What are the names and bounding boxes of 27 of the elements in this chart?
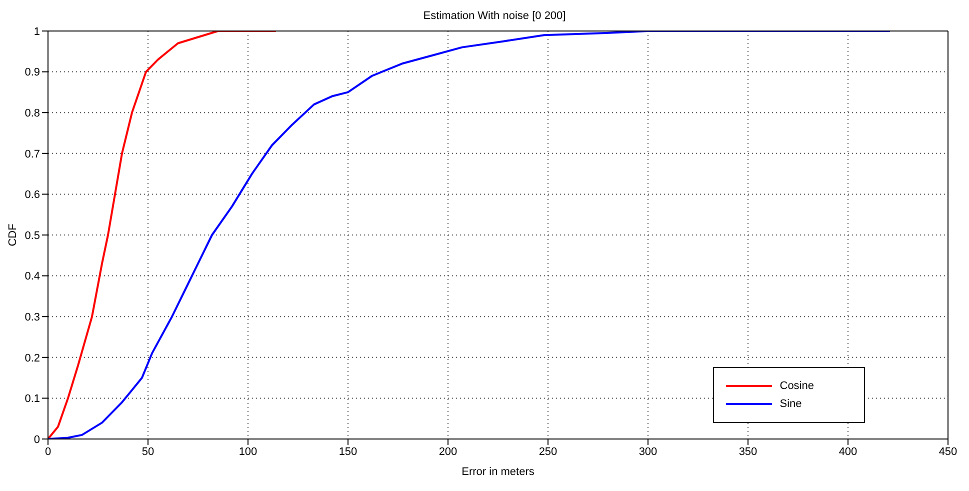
y-tick-label: 0.3 (24, 312, 40, 324)
y-tick-label: 0.7 (24, 148, 40, 160)
x-tick-label: 100 (238, 446, 258, 458)
y-tick-label: 1 (34, 26, 40, 38)
y-tick-label: 0.1 (24, 393, 40, 406)
x-tick-label: 300 (638, 446, 658, 458)
y-tick-label: 0.2 (24, 352, 40, 364)
y-tick-label: 0.8 (24, 108, 40, 120)
x-tick-label: 0 (44, 446, 52, 458)
chart-title: Estimation With noise [0 200] (422, 10, 567, 22)
x-tick-label: 400 (838, 446, 858, 458)
legend-label: Cosine (780, 380, 814, 392)
y-tick-label: 0 (34, 434, 40, 446)
y-tick-label: 0.4 (24, 270, 40, 283)
x-tick-label: 50 (142, 446, 154, 458)
legend-label: Sine (780, 398, 802, 410)
x-tick-label: 200 (438, 446, 458, 458)
line-series (48, 31, 891, 439)
y-axis-title: CDF (6, 223, 19, 246)
y-tick-label: 0.5 (24, 230, 40, 242)
x-tick-label: 150 (338, 446, 358, 458)
y-tick-label: 0.6 (24, 189, 40, 202)
x-axis-title: Error in meters (462, 466, 535, 478)
x-tick-label: 250 (538, 446, 558, 458)
x-tick-label: 450 (938, 446, 958, 458)
y-tick-label: 0.9 (24, 66, 40, 79)
x-tick-label: 350 (738, 446, 758, 458)
